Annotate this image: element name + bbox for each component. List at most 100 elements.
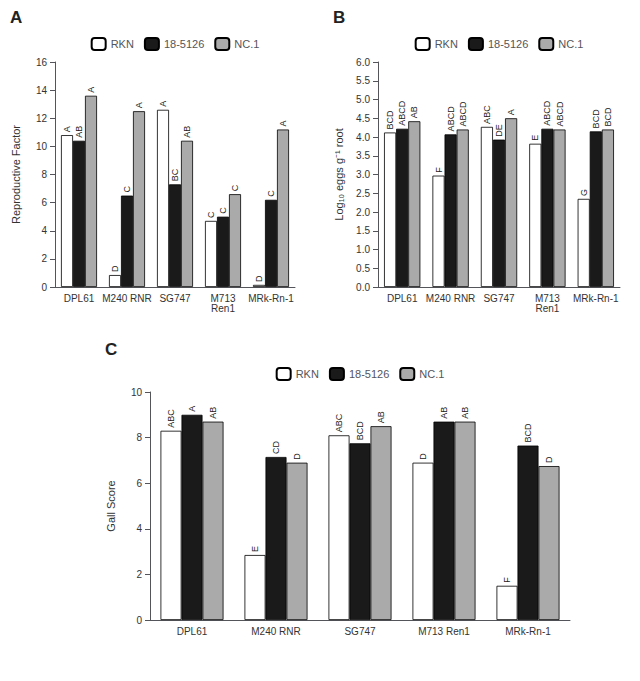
svg-text:D: D [254,275,264,282]
svg-text:DPL61: DPL61 [387,293,418,304]
svg-text:C: C [206,211,216,218]
svg-text:BCD: BCD [355,421,365,441]
svg-text:2: 2 [136,569,142,580]
svg-text:A: A [187,406,197,412]
svg-text:6: 6 [41,197,47,208]
svg-text:4.0: 4.0 [356,132,370,143]
svg-text:8: 8 [136,432,142,443]
svg-text:Reproductive Factor: Reproductive Factor [10,125,22,224]
svg-text:DPL61: DPL61 [177,626,208,637]
svg-text:AB: AB [208,407,218,419]
svg-text:10: 10 [131,387,143,398]
svg-text:G: G [579,189,589,196]
svg-text:DE: DE [494,124,504,137]
svg-text:M240 RNR: M240 RNR [251,626,300,637]
svg-text:BCD: BCD [603,107,613,127]
svg-text:0.5: 0.5 [356,263,370,274]
svg-text:M240 RNR: M240 RNR [426,293,475,304]
svg-text:C: C [230,184,240,191]
svg-text:E: E [530,135,540,141]
svg-text:AB: AB [376,411,386,423]
svg-text:ABCD: ABCD [397,100,407,126]
svg-text:NC.1: NC.1 [419,368,444,380]
svg-text:BC: BC [170,168,180,181]
svg-text:B: B [333,8,345,27]
svg-text:ABCD: ABCD [446,106,456,132]
svg-text:3.5: 3.5 [356,150,370,161]
svg-text:BCD: BCD [523,423,533,443]
svg-text:8: 8 [41,169,47,180]
svg-text:A: A [86,87,96,93]
svg-text:ABCD: ABCD [542,100,552,126]
svg-text:C: C [266,190,276,197]
svg-text:ABC: ABC [334,413,344,432]
svg-text:M713 Ren1: M713 Ren1 [418,626,470,637]
svg-text:0.0: 0.0 [356,282,370,293]
svg-text:D: D [544,456,554,463]
svg-text:MRk-Rn-1: MRk-Rn-1 [573,293,619,304]
svg-text:RKN: RKN [296,368,319,380]
svg-text:5.0: 5.0 [356,94,370,105]
svg-text:18-5126: 18-5126 [164,38,204,50]
svg-text:14: 14 [36,85,48,96]
svg-text:ABCD: ABCD [555,101,565,127]
svg-text:F: F [434,167,444,173]
svg-text:BCD: BCD [385,110,395,130]
svg-text:AB: AB [439,407,449,419]
svg-text:AB: AB [182,126,192,138]
svg-text:ABCD: ABCD [458,101,468,127]
svg-text:A: A [10,8,22,27]
svg-text:Log₁₀ eggs g⁻¹ root: Log₁₀ eggs g⁻¹ root [333,128,345,220]
svg-text:DPL61: DPL61 [64,293,95,304]
svg-text:A: A [62,126,72,132]
svg-text:NC.1: NC.1 [558,38,583,50]
svg-text:AB: AB [460,407,470,419]
svg-text:A: A [506,109,516,115]
svg-text:AB: AB [74,126,84,138]
svg-text:CD: CD [271,440,281,453]
svg-text:4: 4 [136,523,142,534]
svg-text:1.0: 1.0 [356,244,370,255]
svg-text:A: A [158,101,168,107]
svg-text:MRk-Rn-1: MRk-Rn-1 [248,293,294,304]
svg-text:Gall Score: Gall Score [105,480,117,531]
svg-text:16: 16 [36,57,48,68]
svg-text:1.5: 1.5 [356,225,370,236]
svg-text:4: 4 [41,225,47,236]
svg-text:D: D [292,453,302,460]
svg-text:MRk-Rn-1: MRk-Rn-1 [505,626,551,637]
svg-text:2.0: 2.0 [356,207,370,218]
svg-text:NC.1: NC.1 [234,38,259,50]
svg-text:D: D [110,265,120,272]
svg-text:SG747: SG747 [483,293,515,304]
svg-text:3.0: 3.0 [356,169,370,180]
svg-text:12: 12 [36,113,48,124]
svg-text:ABC: ABC [482,105,492,124]
svg-text:A: A [278,120,288,126]
svg-text:2.5: 2.5 [356,188,370,199]
svg-text:M240 RNR: M240 RNR [102,293,151,304]
svg-text:SG747: SG747 [159,293,191,304]
svg-text:ABC: ABC [166,409,176,428]
svg-text:6: 6 [136,478,142,489]
svg-text:Ren1: Ren1 [211,303,235,314]
svg-text:AB: AB [409,106,419,118]
svg-text:5.5: 5.5 [356,75,370,86]
svg-text:D: D [418,453,428,460]
svg-text:BCD: BCD [591,109,601,129]
svg-text:4.5: 4.5 [356,113,370,124]
svg-text:F: F [502,577,512,583]
svg-text:Ren1: Ren1 [535,303,559,314]
svg-text:C: C [105,340,117,359]
svg-text:RKN: RKN [435,38,458,50]
svg-text:SG747: SG747 [344,626,376,637]
svg-text:0: 0 [41,282,47,293]
svg-text:0: 0 [136,615,142,626]
svg-text:RKN: RKN [111,38,134,50]
svg-text:C: C [218,207,228,214]
svg-text:6.0: 6.0 [356,57,370,68]
svg-text:C: C [122,186,132,193]
svg-text:18-5126: 18-5126 [488,38,528,50]
svg-text:18-5126: 18-5126 [349,368,389,380]
svg-text:10: 10 [36,141,48,152]
